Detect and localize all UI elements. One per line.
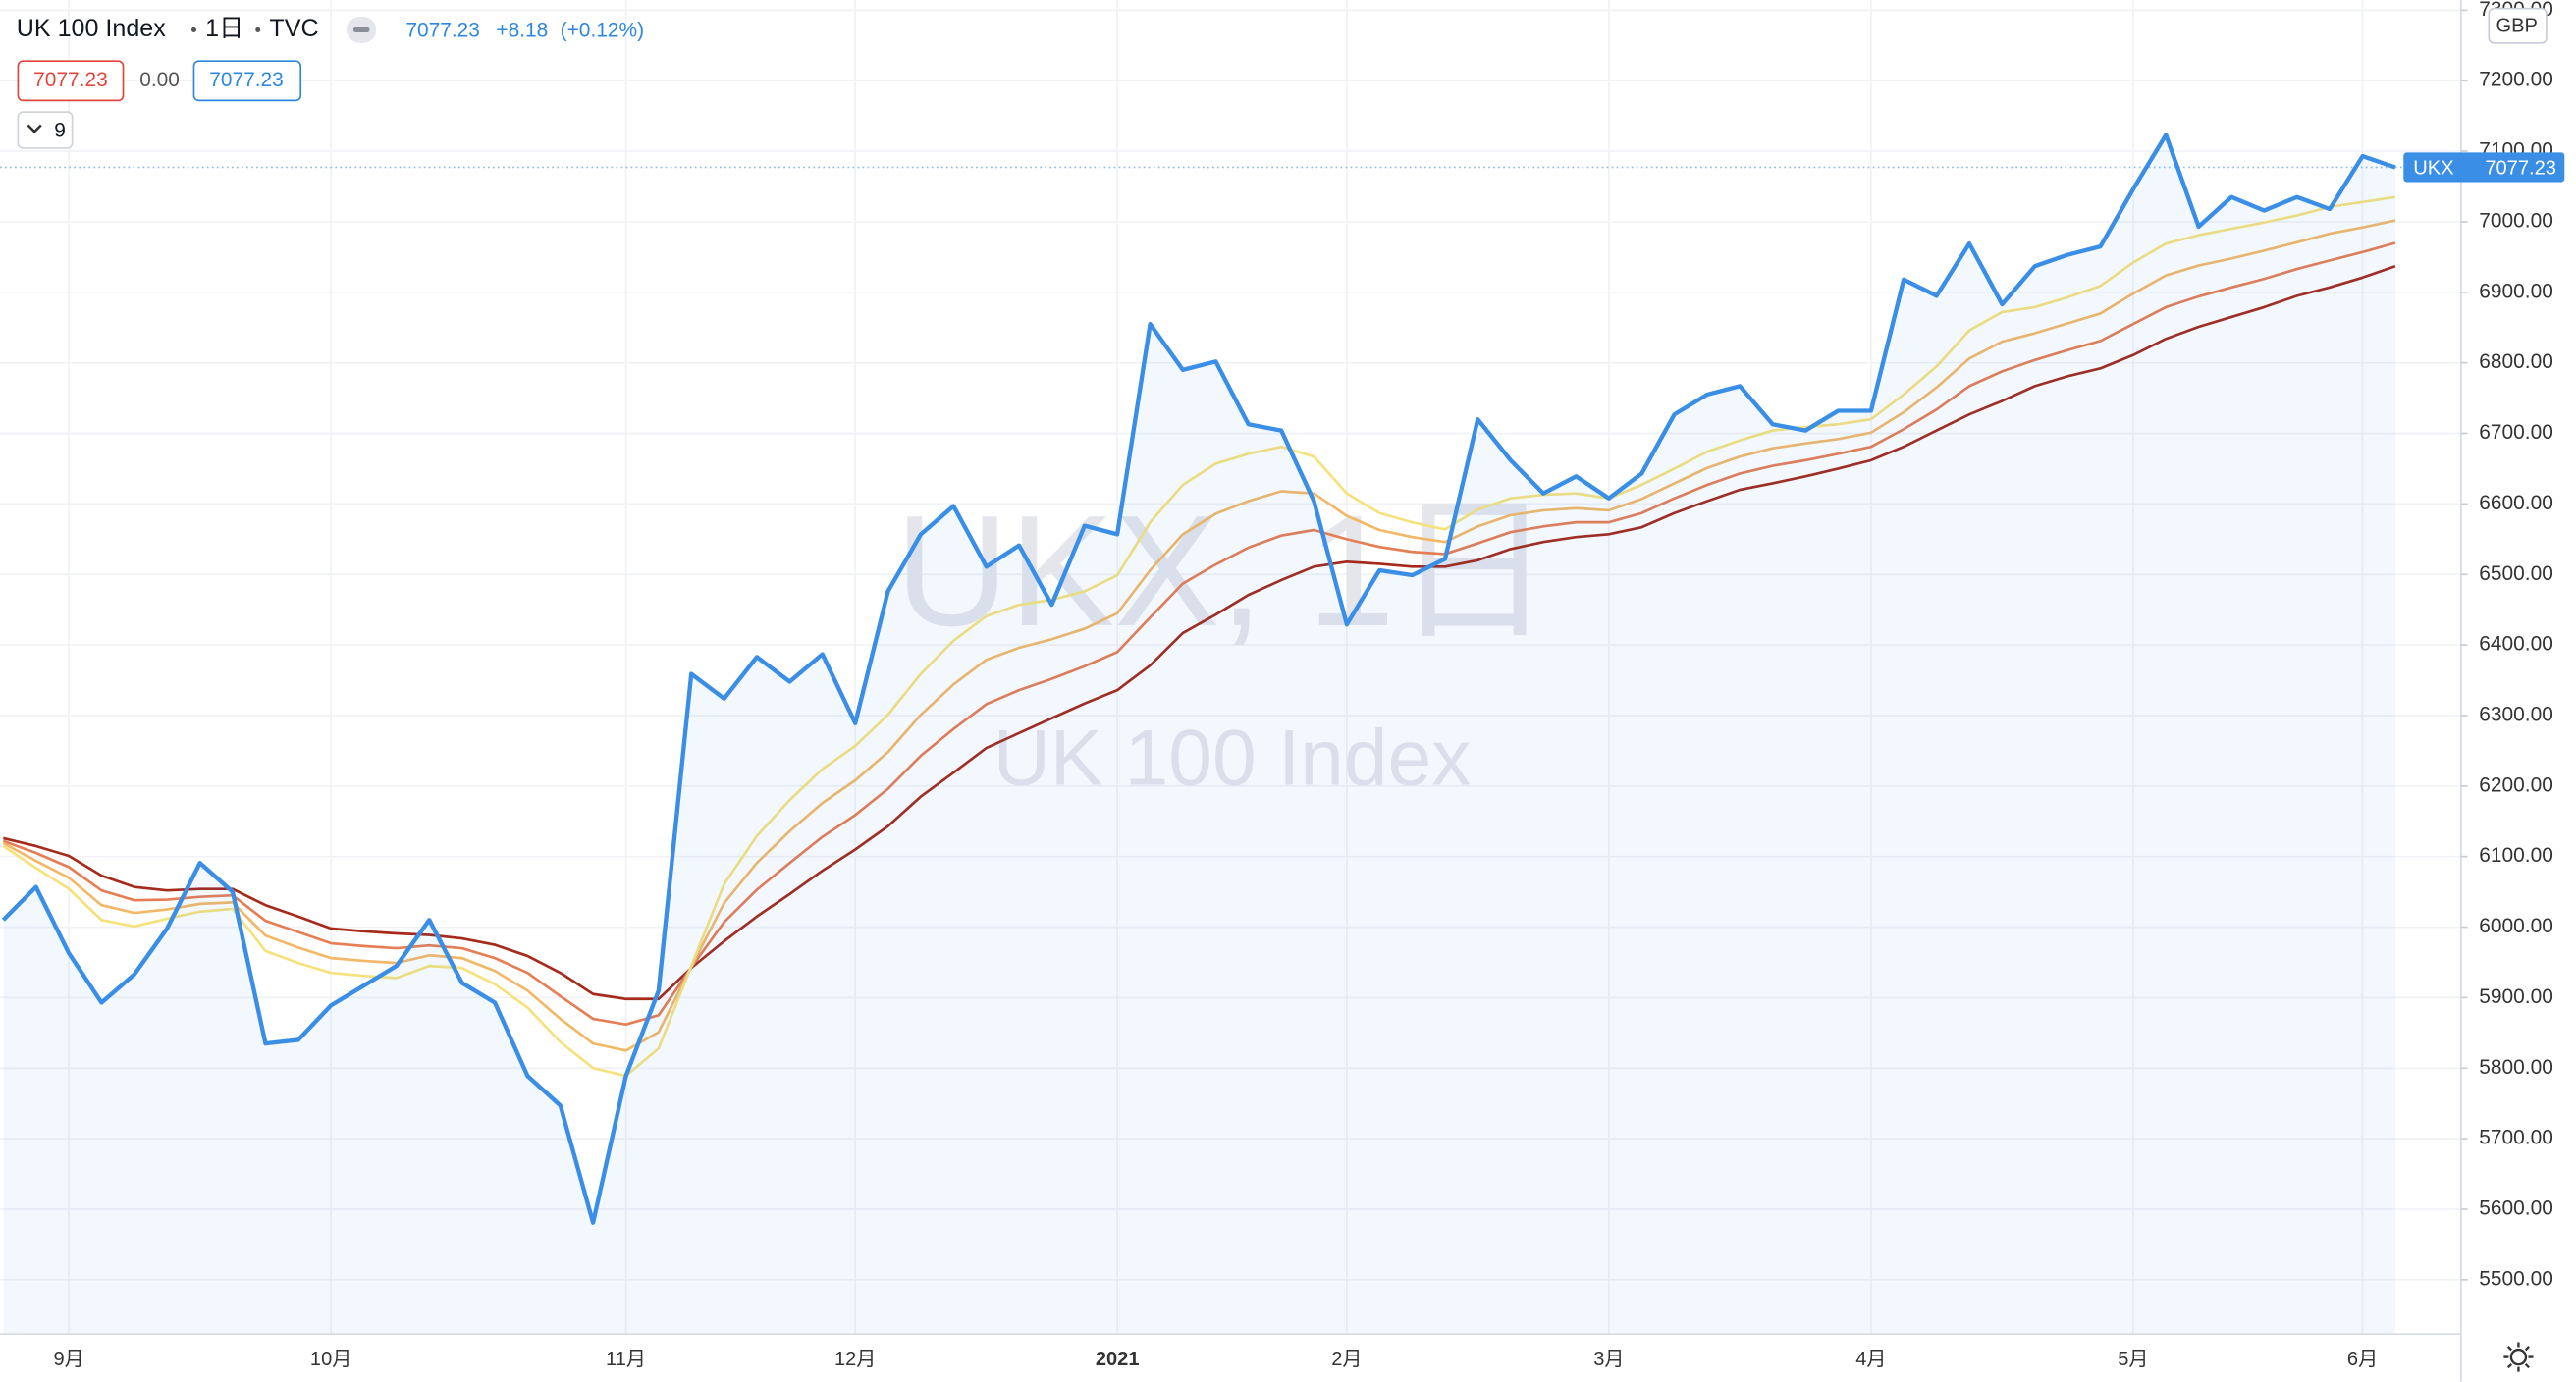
grid: [0, 0, 2461, 1335]
ribbon-line: [2, 195, 2396, 1078]
y-tick-label: 5700.00: [2479, 1127, 2553, 1149]
interval: 1日: [205, 15, 243, 42]
y-tick-label: 6200.00: [2479, 773, 2553, 796]
x-tick-label: 3月: [1593, 1349, 1624, 1370]
price-area: [3, 134, 2395, 1335]
y-tick-label: 5800.00: [2479, 1056, 2553, 1079]
y-tick-label: 6300.00: [2479, 703, 2553, 725]
ribbon-line: [2, 241, 2396, 1027]
separator: [190, 27, 196, 32]
x-tick-label: 6月: [2347, 1349, 2378, 1370]
price-label-value: 7077.23: [2485, 157, 2556, 179]
y-tick-label: 6000.00: [2479, 915, 2553, 937]
y-tick-label: 6700.00: [2479, 421, 2553, 444]
value-box: [192, 60, 302, 102]
y-tick-label: 6500.00: [2479, 562, 2553, 585]
symbol-title: UK 100 Index: [17, 15, 167, 42]
y-tick-label: 5600.00: [2479, 1197, 2553, 1220]
value-box: [17, 60, 125, 102]
axes: 5500.00 5600.00 5700.00 5800.00 5900.00 6000.…: [53, 0, 2565, 1370]
y-tick-label: 6900.00: [2479, 280, 2553, 302]
separator: [255, 27, 261, 32]
y-tick-label: 7200.00: [2479, 69, 2553, 91]
change-pct: (+0.12%): [561, 20, 644, 42]
plot: [0, 133, 2404, 1335]
y-tick-label: 7000.00: [2479, 209, 2553, 232]
currency: GBP: [2496, 15, 2538, 36]
x-tick-label: 4月: [1855, 1349, 1886, 1370]
y-tick-label: 6100.00: [2479, 844, 2553, 867]
x-tick-label: 11月: [606, 1349, 646, 1370]
y-tick-label: 6600.00: [2479, 492, 2553, 514]
ribbon-line: [3, 264, 2396, 1001]
x-tick-label: 9月: [53, 1349, 83, 1370]
source: TVC: [269, 15, 318, 42]
open-value: 7077.23: [33, 69, 108, 91]
watermark-name: UK 100 Index: [993, 715, 1472, 803]
x-tick-label: 12月: [834, 1349, 876, 1370]
status-icon: [352, 27, 370, 32]
watermark-symbol: UKX, 1日: [895, 484, 1553, 660]
x-tick-label: 5月: [2118, 1349, 2148, 1370]
indicator-toggle[interactable]: [17, 111, 74, 149]
x-tick-label: 2月: [1331, 1349, 1362, 1370]
y-tick-label: 5900.00: [2479, 985, 2553, 1008]
last-price: 7077.23: [405, 20, 480, 42]
settings-button[interactable]: [2503, 1342, 2534, 1372]
x-tick-label: 2021: [1096, 1349, 1140, 1370]
currency-box[interactable]: [2488, 7, 2548, 44]
mid-value: 0.00: [139, 69, 180, 91]
y-tick-label: 6400.00: [2479, 633, 2553, 656]
x-tick-label: 10月: [310, 1349, 351, 1370]
price-label-box: [2403, 152, 2565, 183]
close-value: 7077.23: [209, 69, 284, 91]
price-label-symbol: UKX: [2413, 157, 2453, 179]
y-tick-label: 5500.00: [2479, 1267, 2553, 1290]
indicator-count: 9: [54, 120, 66, 142]
change: +8.18: [496, 20, 548, 42]
y-tick-label: 6800.00: [2479, 350, 2553, 373]
price-line: [1, 133, 2396, 1225]
chevron-icon: [27, 124, 42, 133]
